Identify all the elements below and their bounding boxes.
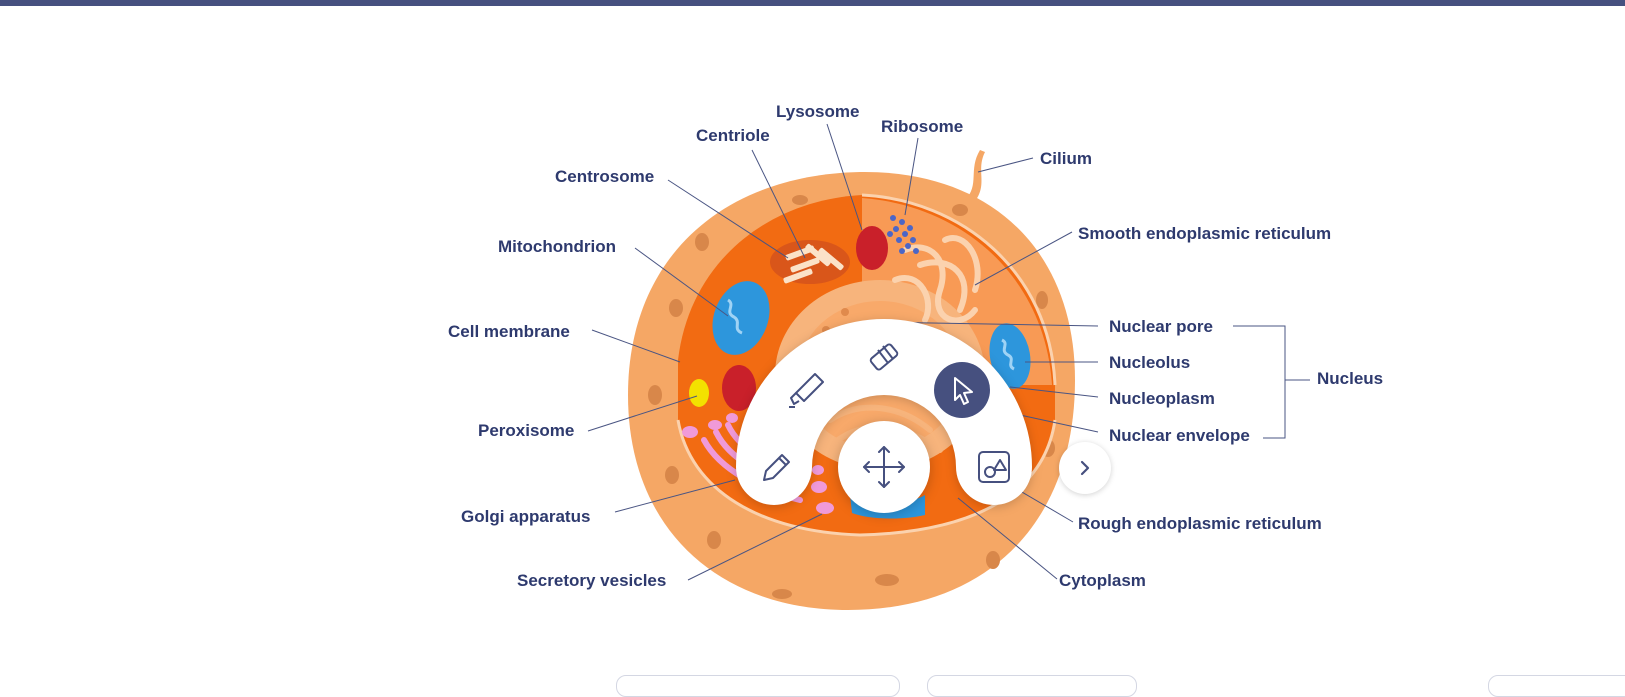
- radial-tool-menu: [736, 319, 1032, 513]
- cursor-icon: [954, 377, 973, 405]
- shapes-tool-button[interactable]: [968, 441, 1020, 493]
- label-nuclear-pore: Nuclear pore: [1109, 317, 1213, 336]
- lysosome: [856, 226, 888, 270]
- lysosome-2: [722, 365, 756, 411]
- top-accent-bar: [0, 0, 1625, 6]
- chevron-right-icon: [1080, 460, 1090, 476]
- label-cell-membrane: Cell membrane: [448, 322, 570, 341]
- pen-tool-button[interactable]: [748, 441, 800, 493]
- highlighter-tool-button[interactable]: [780, 364, 832, 416]
- label-ribosome: Ribosome: [881, 117, 963, 136]
- next-button[interactable]: [1059, 442, 1111, 494]
- mitochondrion-2: [989, 323, 1031, 389]
- peroxisome: [689, 379, 709, 407]
- pencil-icon: [763, 454, 790, 481]
- eraser-icon: [869, 343, 899, 371]
- move-icon: [863, 446, 905, 488]
- animal-cell-diagram: Lysosome Ribosome Centriole Cilium Centr…: [448, 102, 1383, 610]
- label-golgi-apparatus: Golgi apparatus: [461, 507, 590, 526]
- label-peroxisome: Peroxisome: [478, 421, 574, 440]
- label-nucleus: Nucleus: [1317, 369, 1383, 388]
- label-centriole: Centriole: [696, 126, 770, 145]
- bottom-card-1[interactable]: [616, 675, 900, 697]
- label-lysosome: Lysosome: [776, 102, 859, 121]
- diagram-labels: Lysosome Ribosome Centriole Cilium Centr…: [448, 102, 1383, 590]
- label-cytoplasm: Cytoplasm: [1059, 571, 1146, 590]
- leader-lines: [587, 123, 1310, 581]
- label-cilium: Cilium: [1040, 149, 1092, 168]
- highlighter-icon: [789, 373, 824, 408]
- smooth-er: [892, 235, 981, 324]
- bottom-card-3[interactable]: [1488, 675, 1625, 697]
- mitochondrion: [712, 281, 770, 355]
- bottom-card-2[interactable]: [927, 675, 1137, 697]
- cilium: [965, 150, 985, 205]
- centrioles: [783, 243, 844, 284]
- label-nuclear-envelope: Nuclear envelope: [1109, 426, 1250, 445]
- secretory-vesicles: [682, 413, 834, 514]
- move-tool-button[interactable]: [838, 421, 930, 513]
- label-nucleoplasm: Nucleoplasm: [1109, 389, 1215, 408]
- label-mitochondrion: Mitochondrion: [498, 237, 616, 256]
- eraser-tool-button[interactable]: [857, 331, 909, 383]
- label-secretory-vesicles: Secretory vesicles: [517, 571, 666, 590]
- label-rough-er: Rough endoplasmic reticulum: [1078, 514, 1322, 533]
- label-nucleolus: Nucleolus: [1109, 353, 1190, 372]
- label-smooth-er: Smooth endoplasmic reticulum: [1078, 224, 1331, 243]
- label-centrosome: Centrosome: [555, 167, 654, 186]
- ribosomes: [887, 215, 919, 254]
- membrane-rim-top: [861, 193, 1057, 386]
- shapes-icon: [978, 451, 1010, 483]
- select-tool-button[interactable]: [934, 362, 990, 418]
